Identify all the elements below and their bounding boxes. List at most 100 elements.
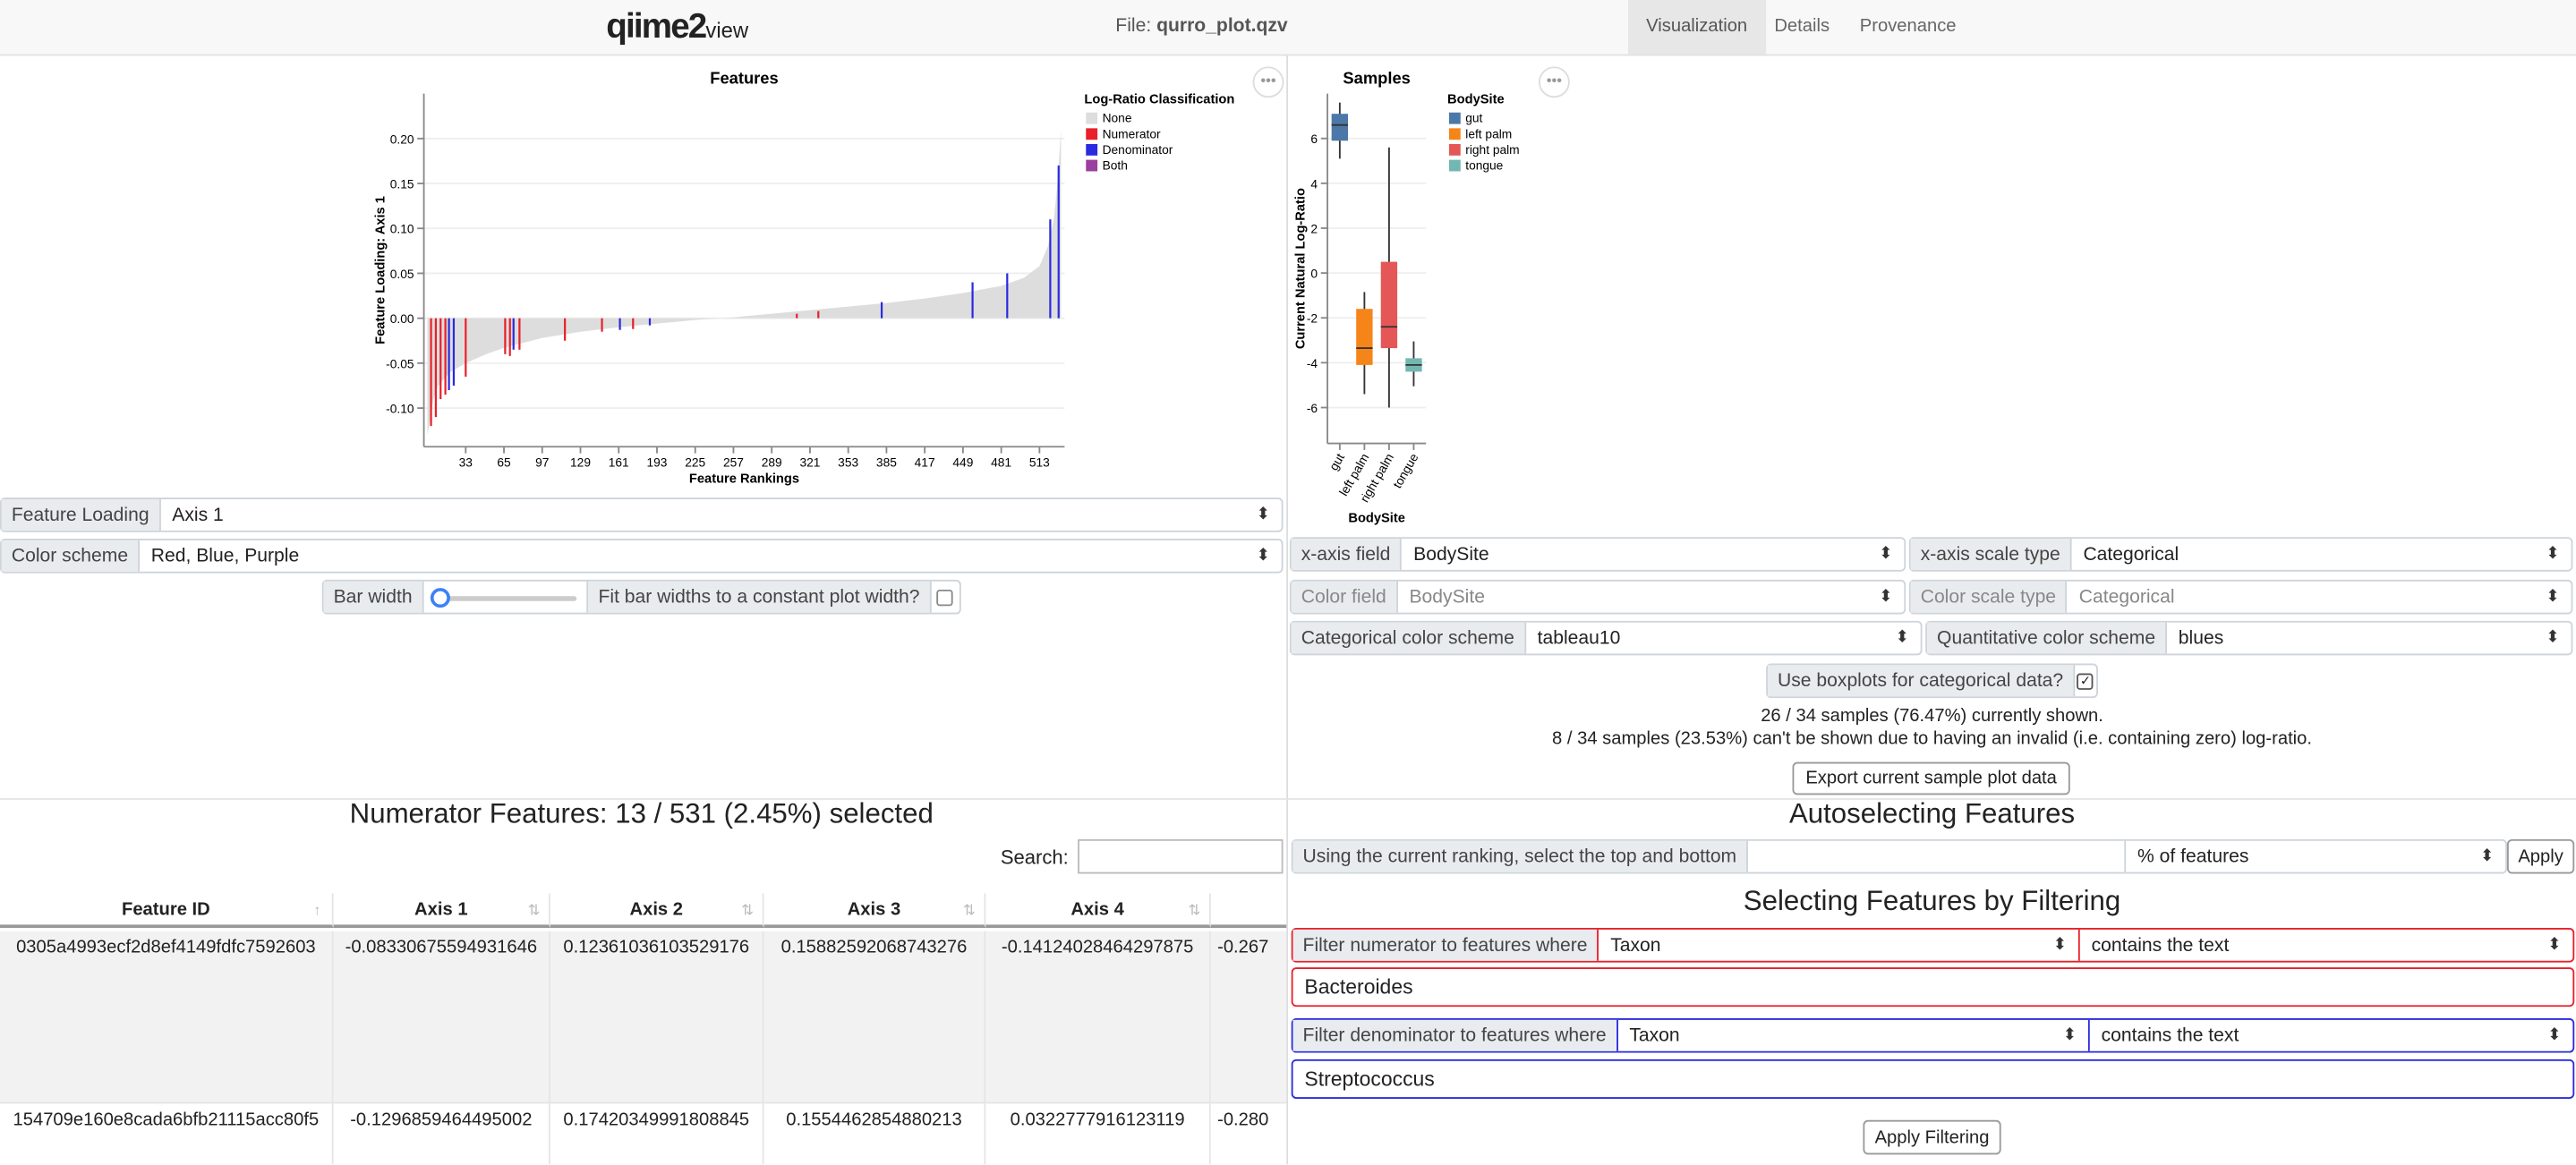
bar [632,318,635,329]
y-tick-label: -0.10 [386,403,414,416]
legend-label: Both [1103,159,1128,173]
bar [518,318,521,350]
tab[interactable]: Provenance [1859,16,1957,37]
legend-swatch [1086,128,1098,140]
legend-label: left palm [1465,127,1512,140]
shown-text: 26 / 34 samples (76.47%) currently shown… [1761,706,2103,727]
bar [1057,165,1060,319]
bar [796,313,798,319]
search-label: Search: [1000,846,1069,869]
sort-icon: ⇅ [741,901,755,919]
bar [508,318,511,356]
checkbox[interactable]: ✓ [2077,672,2094,689]
checkbox-cell: ✓ [2075,665,2096,696]
legend-label: None [1103,112,1132,125]
select[interactable]: contains the text [2090,1020,2573,1051]
actions-button[interactable] [1538,66,1570,98]
file-name: qurro_plot.qzv [1156,16,1288,37]
x-tick-label: 417 [915,455,935,469]
x-tick-label: 513 [1029,455,1050,469]
select[interactable]: Taxon [1599,929,2080,961]
logo-suffix: view [705,18,749,43]
select[interactable]: Taxon [1617,1019,2090,1051]
color-scheme-control: Color scheme Red, Blue, Purple [0,539,1284,574]
bar [601,318,603,332]
select[interactable]: blues [2167,623,2572,654]
select[interactable]: % of features [2126,841,2505,872]
bar [880,302,883,319]
x-tick-label: 353 [838,455,858,469]
select[interactable]: BodySite [1402,539,1904,570]
file-label: File: [1115,16,1152,37]
x-tick-label: 129 [570,455,591,469]
legend-title: Log-Ratio Classification [1084,93,1234,107]
bar [444,318,447,395]
slider[interactable] [423,581,589,613]
select[interactable]: Categorical [2072,539,2572,570]
table-cell: -0.1296859464495002 [333,1103,550,1165]
column-header[interactable]: Axis 2 [550,893,764,929]
sort-icon: ⇅ [1188,901,1201,919]
denominator-text[interactable]: Streptococcus [1291,1059,2575,1099]
search-input[interactable] [1078,838,1284,874]
label: Feature Loading [1,498,161,531]
numerator-text[interactable]: Bacteroides [1291,967,2575,1008]
column-header[interactable]: Axis 1 [333,893,550,929]
x-tick-label: 161 [609,455,629,469]
bar [648,318,652,326]
column-header[interactable]: Feature ID [0,893,334,929]
x-tick-label: 449 [952,455,973,469]
sort-icon: ⇅ [527,901,541,919]
hidden-text: 8 / 34 samples (23.53%) can't be shown d… [1552,728,2313,749]
column-header[interactable]: Axis 4 [985,893,1211,929]
bar [512,318,515,350]
apply-button[interactable]: Apply [2506,838,2575,874]
label: Color scale type [1910,581,2068,613]
color-scale-control: Color scale type Categorical [1908,579,2573,615]
logo-text: qiime2 [606,8,707,47]
label: x-axis field [1291,539,1403,570]
logo[interactable]: qiime2view [606,8,748,47]
select[interactable]: contains the text [2080,930,2573,961]
table-cell: 0.0322777916123119 [985,1103,1211,1165]
actions-button[interactable] [1252,66,1284,98]
quant-scheme-control: Quantitative color scheme blues [1925,620,2573,656]
header: qiime2view File: qurro_plot.qzv Visualiz… [0,0,2576,56]
legend-label: gut [1465,112,1482,125]
tab[interactable]: Details [1774,16,1830,37]
divider [0,798,2576,800]
select[interactable]: tableau10 [1526,623,1921,654]
slider-thumb[interactable] [430,588,450,608]
y-axis-label: Current Natural Log-Ratio [1293,188,1308,349]
x-tick-label: 481 [991,455,1011,469]
y-tick-label: 0.10 [390,223,414,236]
apply-filtering-button[interactable]: Apply Filtering [1863,1119,2001,1155]
label: Categorical color scheme [1291,622,1526,654]
legend-swatch [1448,112,1461,124]
y-tick-label: 6 [1310,132,1318,146]
legend-label: tongue [1465,159,1503,173]
select[interactable]: Red, Blue, Purple [140,540,1282,572]
checkbox-cell [931,582,960,613]
table-cell: 0.12361036103529176 [550,931,764,1104]
bar-width-control: Bar width Fit bar widths to a constant p… [321,579,961,615]
bar [430,318,432,427]
table-cell: 0.1554462854880213 [763,1103,986,1165]
legend-swatch [1448,159,1461,172]
legend-label: Numerator [1103,127,1161,140]
legend-title: BodySite [1447,93,1505,107]
label: Quantitative color scheme [1927,622,2167,654]
x-tick-label: 33 [459,455,473,469]
column-header[interactable]: Axis 3 [763,893,986,929]
area [427,129,1062,436]
legend-label: right palm [1465,143,1519,157]
number-input[interactable] [1748,840,2127,872]
label: Color scheme [1,540,140,572]
y-tick-label: -6 [1307,402,1318,415]
tab[interactable]: Visualization [1627,0,1766,55]
chart-title: Samples [1343,69,1410,88]
export-button[interactable]: Export current sample plot data [1792,761,2070,795]
x-tick-label: 193 [647,455,668,469]
select[interactable]: Axis 1 [160,499,1281,531]
checkbox[interactable] [936,589,954,606]
